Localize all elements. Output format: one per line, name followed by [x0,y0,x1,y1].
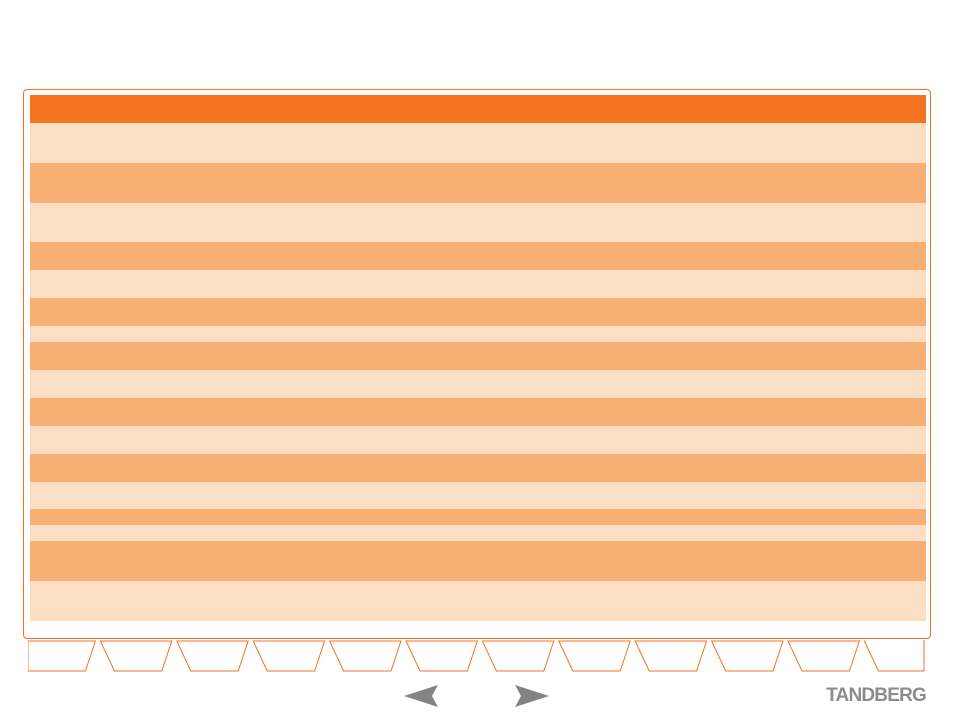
table-row [30,398,926,426]
table-row [30,525,926,541]
tab-2[interactable] [99,640,173,672]
tab-10[interactable] [710,640,784,672]
table-row [30,163,926,203]
tab-3[interactable] [176,640,249,672]
tab-6[interactable] [405,640,479,672]
table-row [30,298,926,326]
table-row [30,581,926,621]
table-row [30,482,926,509]
arrow-left-icon[interactable] [404,685,438,707]
table-row [30,509,926,525]
tab-9[interactable] [634,640,708,672]
tandberg-logo: TANDBERG [826,685,927,706]
tab-11[interactable] [787,640,861,672]
tab-4[interactable] [252,640,326,672]
tab-bar [28,638,926,674]
table-row [30,326,926,342]
table-row [30,242,926,270]
tab-7[interactable] [481,640,555,672]
table-row [30,123,926,163]
arrow-right-icon[interactable] [515,685,549,707]
data-table [30,95,926,621]
table-row [30,426,926,454]
tab-8[interactable] [558,640,631,672]
tab-5[interactable] [328,640,402,672]
tab-12[interactable] [863,640,925,672]
table-row [30,541,926,581]
table-row [30,454,926,482]
table-row [30,203,926,242]
table-row [30,370,926,398]
table-header [30,95,926,123]
table-row [30,342,926,370]
table-row [30,270,926,298]
tab-1[interactable] [28,640,97,672]
